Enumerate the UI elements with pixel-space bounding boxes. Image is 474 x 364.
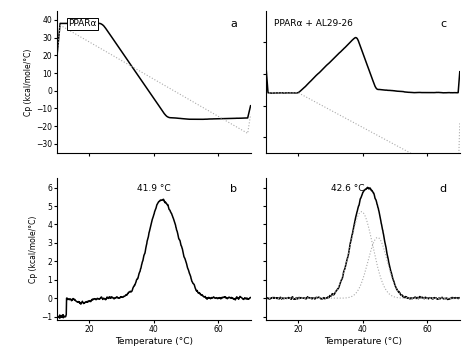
Text: a: a [230,19,237,29]
Text: b: b [230,184,237,194]
Text: d: d [439,184,446,194]
Text: PPARα + AL29-26: PPARα + AL29-26 [274,19,353,28]
Text: PPARα: PPARα [69,19,97,28]
Text: 42.6 °C: 42.6 °C [331,184,364,193]
Y-axis label: Cp (kcal/mole/°C): Cp (kcal/mole/°C) [29,215,38,283]
X-axis label: Temperature (°C): Temperature (°C) [324,337,402,346]
Text: 41.9 °C: 41.9 °C [137,184,171,193]
Text: c: c [440,19,446,29]
X-axis label: Temperature (°C): Temperature (°C) [115,337,193,346]
Y-axis label: Cp (kcal/mole/°C): Cp (kcal/mole/°C) [24,48,33,116]
